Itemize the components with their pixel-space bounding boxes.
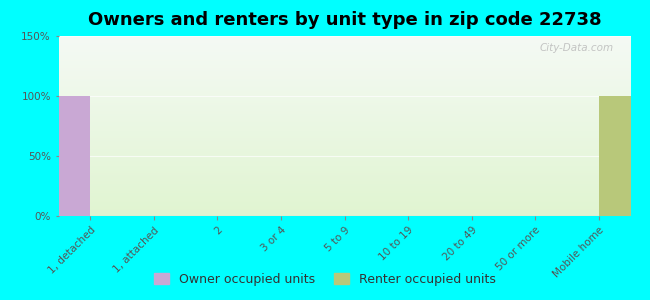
Legend: Owner occupied units, Renter occupied units: Owner occupied units, Renter occupied un… [149, 268, 501, 291]
Title: Owners and renters by unit type in zip code 22738: Owners and renters by unit type in zip c… [88, 11, 601, 29]
Bar [58, 96, 90, 216]
Text: City-Data.com: City-Data.com [540, 43, 614, 53]
Bar [599, 96, 630, 216]
